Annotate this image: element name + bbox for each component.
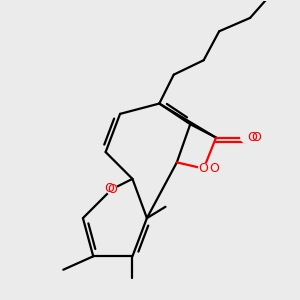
Circle shape bbox=[199, 164, 209, 174]
Text: O: O bbox=[209, 162, 219, 175]
Text: O: O bbox=[247, 131, 257, 144]
Text: O: O bbox=[199, 162, 208, 175]
Circle shape bbox=[241, 133, 251, 143]
Text: O: O bbox=[107, 183, 117, 196]
Text: O: O bbox=[252, 131, 261, 144]
Circle shape bbox=[107, 184, 117, 194]
Text: O: O bbox=[104, 182, 114, 195]
